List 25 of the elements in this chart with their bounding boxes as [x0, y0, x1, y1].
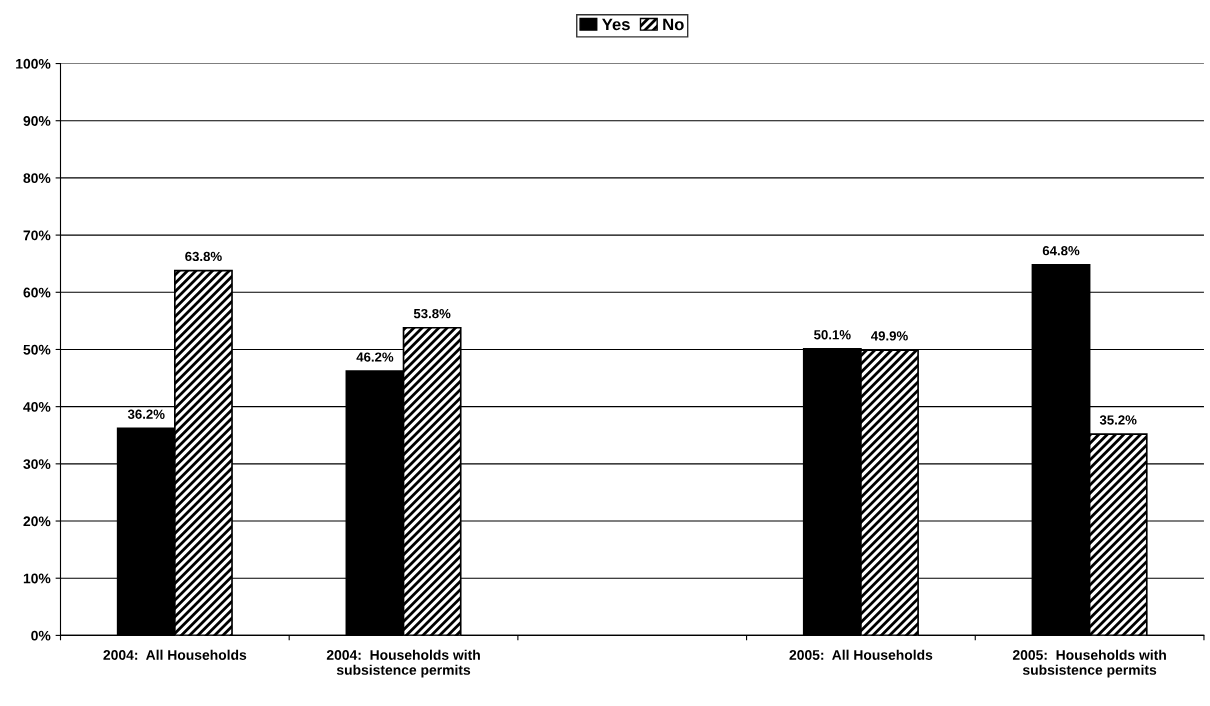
legend-label: No — [663, 18, 684, 31]
data-label: 35.2% — [1099, 415, 1137, 425]
y-tick-label: 0% — [31, 630, 51, 641]
legend-label: Yes — [602, 18, 630, 31]
y-tick-label: 10% — [23, 573, 51, 584]
y-tick-label: 60% — [23, 287, 51, 298]
x-tick-label: 2005: Households with subsistence permits — [1012, 649, 1166, 678]
data-label: 53.8% — [413, 308, 451, 319]
x-tick-label: 2005: All Households — [789, 649, 933, 660]
data-label: 50.1% — [814, 330, 851, 340]
y-tick-label: 30% — [23, 459, 51, 470]
y-tick-label: 20% — [23, 516, 51, 527]
x-tick-label: 2004: Households with subsistence permits — [326, 649, 480, 678]
y-tick-label: 40% — [23, 401, 51, 412]
data-label: 63.8% — [185, 251, 222, 262]
y-tick-label: 70% — [23, 230, 51, 241]
data-label: 49.9% — [871, 331, 908, 341]
data-label: 46.2% — [356, 352, 394, 362]
y-tick-label: 90% — [23, 116, 51, 126]
data-label: 36.2% — [127, 409, 165, 419]
data-label: 64.8% — [1042, 246, 1080, 256]
y-tick-label: 80% — [23, 173, 51, 184]
y-tick-label: 100% — [16, 58, 51, 69]
y-tick-label: 50% — [23, 344, 51, 355]
x-tick-label: 2004: All Households — [103, 649, 247, 660]
